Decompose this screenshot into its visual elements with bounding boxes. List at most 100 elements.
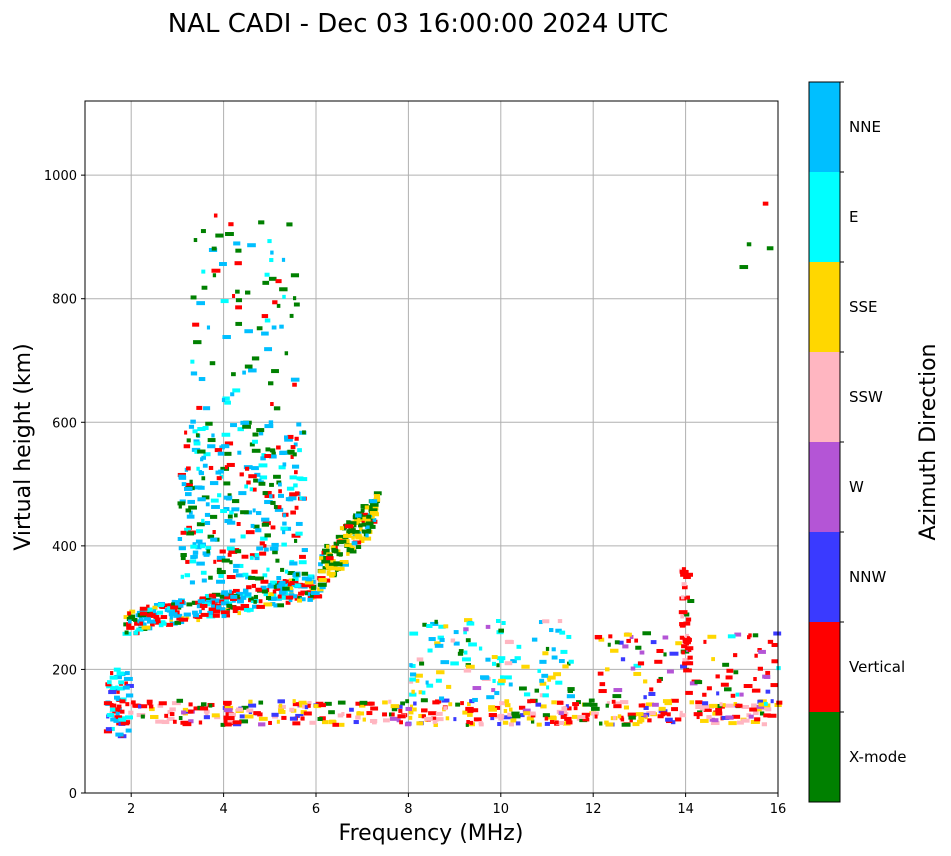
echo-mark (683, 612, 690, 617)
echo-mark (289, 716, 298, 721)
echo-mark (725, 703, 735, 708)
echo-mark (182, 707, 189, 712)
echo-mark (437, 635, 444, 640)
echo-mark (551, 655, 558, 660)
echo-mark (186, 514, 195, 519)
echo-mark (152, 605, 158, 610)
echo-mark (115, 685, 119, 690)
echo-mark (228, 222, 234, 227)
echo-mark (221, 398, 226, 403)
echo-mark (298, 560, 307, 565)
echo-mark (307, 700, 312, 705)
echo-mark (679, 710, 683, 715)
echo-mark (425, 680, 429, 685)
echo-mark (248, 699, 253, 704)
echo-mark (467, 712, 473, 717)
echo-mark (435, 717, 444, 722)
echo-mark (164, 713, 169, 718)
echo-mark (658, 706, 666, 711)
echo-mark (605, 722, 614, 727)
colorbar-label: E (849, 208, 858, 226)
y-tick-label: 800 (52, 293, 77, 308)
echo-mark (478, 646, 483, 651)
x-tick-label: 8 (404, 802, 412, 817)
echo-mark (344, 524, 354, 529)
echo-mark (527, 699, 532, 704)
echo-mark (643, 713, 647, 718)
echo-mark (497, 681, 505, 686)
echo-mark (518, 705, 526, 710)
echo-mark (216, 567, 222, 572)
echo-mark (261, 517, 270, 522)
echo-mark (194, 449, 199, 454)
echo-mark (510, 659, 517, 664)
echo-mark (220, 299, 229, 304)
echo-mark (293, 583, 301, 588)
echo-mark (716, 691, 720, 696)
echo-mark (355, 701, 361, 706)
plot-frame (84, 100, 779, 794)
echo-mark (325, 556, 334, 561)
echo-mark (249, 555, 254, 560)
echo-mark (208, 465, 214, 470)
echo-mark (215, 233, 224, 238)
echo-mark (288, 588, 294, 593)
echo-mark (286, 222, 293, 227)
echo-mark (617, 714, 622, 719)
echo-mark (239, 719, 249, 724)
echo-mark (536, 722, 542, 727)
echo-mark (268, 582, 272, 587)
echo-mark (307, 592, 311, 597)
echo-mark (680, 649, 690, 654)
echo-mark (118, 717, 127, 722)
echo-mark (358, 523, 363, 528)
echo-mark (766, 246, 774, 251)
echo-mark (282, 583, 290, 588)
echo-mark (240, 420, 250, 425)
echo-mark (225, 232, 234, 237)
echo-mark (284, 591, 289, 596)
echo-mark (670, 698, 679, 703)
echo-mark (285, 600, 291, 605)
echo-mark (689, 681, 698, 686)
echo-mark (771, 642, 778, 647)
echo-mark (606, 701, 611, 706)
echo-mark (244, 329, 253, 334)
echo-mark (364, 525, 370, 530)
echo-mark (563, 706, 572, 711)
echo-mark (224, 598, 229, 603)
echo-mark (353, 720, 359, 725)
echo-mark (619, 700, 629, 705)
echo-mark (404, 722, 411, 727)
echo-mark (223, 507, 230, 512)
echo-mark (109, 707, 119, 712)
echo-mark (295, 713, 304, 718)
echo-mark (373, 491, 382, 496)
echo-mark (257, 712, 263, 717)
echo-mark (181, 482, 187, 487)
echo-mark (264, 500, 273, 505)
echo-mark (239, 563, 244, 568)
echo-mark (289, 313, 294, 318)
echo-mark (256, 546, 264, 551)
echo-mark (195, 433, 200, 438)
echo-mark (153, 603, 160, 608)
echo-mark (195, 539, 203, 544)
echo-mark (290, 445, 296, 450)
echo-mark (291, 533, 301, 538)
echo-mark (370, 706, 379, 711)
echo-mark (281, 542, 287, 547)
echo-mark (680, 572, 686, 577)
echo-mark (319, 556, 327, 561)
echo-mark (295, 572, 300, 577)
echo-mark (203, 709, 210, 714)
echo-mark (599, 682, 606, 687)
echo-mark (146, 699, 153, 704)
echo-mark (180, 530, 187, 535)
echo-mark (169, 618, 173, 623)
echo-mark (172, 719, 177, 724)
echo-mark (269, 494, 273, 499)
echo-mark (110, 703, 114, 708)
echo-mark (577, 714, 587, 719)
echo-mark (138, 704, 142, 709)
